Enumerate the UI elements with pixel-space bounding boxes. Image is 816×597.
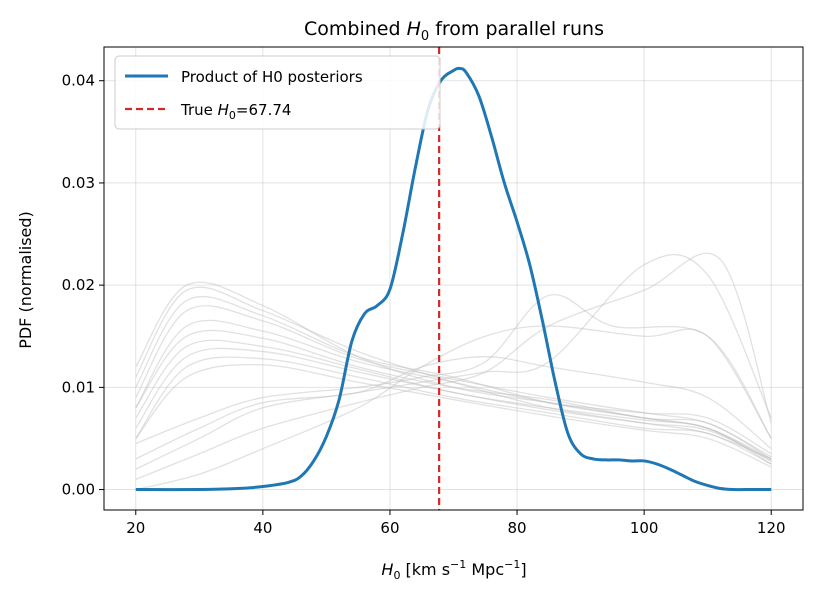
x-tick-label: 20 xyxy=(126,519,145,537)
x-tick-label: 100 xyxy=(630,519,659,537)
y-tick-label: 0.03 xyxy=(62,174,95,192)
background-run-line xyxy=(135,252,772,480)
x-tick-label: 60 xyxy=(380,519,399,537)
background-run-line xyxy=(135,319,772,455)
x-tick-label: 80 xyxy=(507,519,526,537)
background-run-line xyxy=(135,356,772,465)
y-tick-label: 0.04 xyxy=(62,72,95,90)
background-run-line xyxy=(135,329,772,460)
legend-true-label: True H0=67.74 xyxy=(180,101,291,122)
background-run-line xyxy=(135,356,772,460)
y-tick-label: 0.00 xyxy=(62,481,95,499)
background-run-line xyxy=(135,339,772,465)
x-axis-label: H0 [km s−1 Mpc−1] xyxy=(381,558,526,582)
y-tick-label: 0.01 xyxy=(62,378,95,396)
background-run-line xyxy=(135,295,772,462)
background-runs xyxy=(135,252,772,491)
background-run-line xyxy=(135,293,772,445)
background-run-line xyxy=(135,325,772,491)
legend-product-label: Product of H0 posteriors xyxy=(181,68,363,86)
background-run-line xyxy=(135,281,772,460)
y-tick-label: 0.02 xyxy=(62,276,95,294)
x-tick-label: 120 xyxy=(757,519,786,537)
y-axis-label: PDF (normalised) xyxy=(16,211,35,349)
background-run-line xyxy=(135,253,772,470)
legend-frame xyxy=(114,55,441,130)
chart-title: Combined H0 from parallel runs xyxy=(304,18,604,44)
background-run-line xyxy=(135,305,772,458)
axes-frame xyxy=(103,46,804,511)
background-run-line xyxy=(135,347,772,462)
background-run-line xyxy=(135,286,772,460)
product-series xyxy=(135,66,772,492)
background-run-line xyxy=(135,364,772,468)
ticks: 20 40 60 80 100 120 0.00 0.01 0.02 0.03 0.04 xyxy=(62,72,786,537)
product-posterior-line xyxy=(135,66,772,492)
legend: Product of H0 posteriors True H0=67.74 xyxy=(114,55,441,130)
x-tick-label: 40 xyxy=(253,519,272,537)
